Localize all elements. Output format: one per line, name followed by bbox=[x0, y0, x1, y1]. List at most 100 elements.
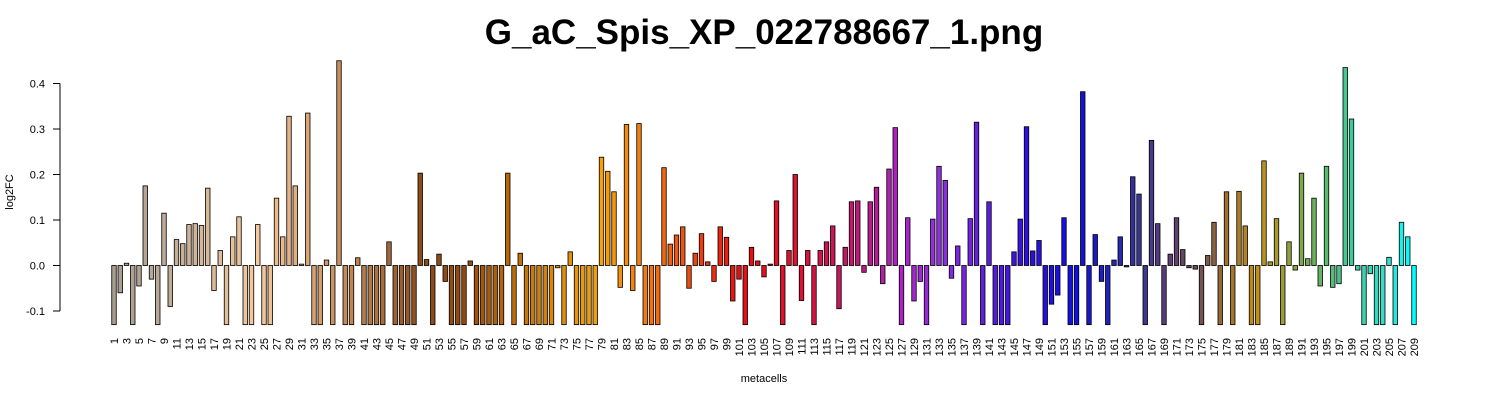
bar-185 bbox=[1261, 160, 1267, 266]
bar-174 bbox=[1192, 265, 1198, 270]
bar-163 bbox=[1123, 265, 1130, 268]
x-tick-label: 193 bbox=[1309, 338, 1321, 356]
bar-84 bbox=[630, 265, 636, 291]
bar-198 bbox=[1342, 67, 1348, 266]
bar-79 bbox=[598, 156, 605, 266]
bar-171 bbox=[1173, 217, 1180, 266]
bar-142 bbox=[992, 265, 998, 326]
x-tick-label: 169 bbox=[1159, 338, 1171, 356]
bar-199 bbox=[1348, 118, 1355, 266]
bar-175 bbox=[1198, 265, 1205, 326]
bar-75 bbox=[573, 265, 580, 326]
bar-19 bbox=[223, 265, 230, 326]
x-tick-label: 143 bbox=[997, 338, 1009, 356]
bar-153 bbox=[1061, 217, 1067, 266]
bar-194 bbox=[1317, 265, 1323, 287]
bar-94 bbox=[692, 252, 698, 266]
x-tick-label: 7 bbox=[147, 338, 159, 344]
bar-13 bbox=[186, 224, 192, 266]
x-tick-label: 35 bbox=[322, 338, 334, 350]
x-tick-label: 141 bbox=[984, 338, 996, 356]
bar-166 bbox=[1142, 265, 1148, 326]
bar-168 bbox=[1155, 223, 1161, 266]
bar-162 bbox=[1117, 236, 1123, 266]
bar-17 bbox=[211, 265, 217, 291]
bar-34 bbox=[317, 265, 323, 326]
x-tick-label: 95 bbox=[697, 338, 709, 350]
bar-74 bbox=[567, 251, 573, 266]
bar-128 bbox=[905, 217, 911, 266]
bar-140 bbox=[980, 265, 986, 326]
bar-95 bbox=[698, 233, 705, 266]
x-tick-label: 117 bbox=[834, 338, 846, 356]
x-tick-label: 183 bbox=[1247, 338, 1259, 356]
bar-89 bbox=[661, 167, 667, 266]
x-tick-label: 43 bbox=[372, 338, 384, 350]
bar-139 bbox=[973, 121, 980, 266]
bar-85 bbox=[636, 123, 642, 266]
x-tick-label: 133 bbox=[934, 338, 946, 356]
x-tick-label: 163 bbox=[1122, 338, 1134, 356]
x-tick-label: 157 bbox=[1084, 338, 1096, 356]
bar-200 bbox=[1355, 265, 1361, 271]
bar-190 bbox=[1292, 265, 1298, 271]
x-tick-label: 195 bbox=[1322, 338, 1334, 356]
bar-169 bbox=[1161, 265, 1167, 326]
bar-152 bbox=[1055, 265, 1061, 296]
bar-76 bbox=[580, 265, 586, 326]
bar-201 bbox=[1361, 265, 1367, 326]
bar-179 bbox=[1223, 191, 1230, 266]
bar-125 bbox=[886, 168, 892, 266]
bar-187 bbox=[1273, 218, 1280, 266]
x-tick-label: 41 bbox=[359, 338, 371, 350]
bar-67 bbox=[523, 265, 530, 326]
x-tick-label: 23 bbox=[247, 338, 259, 350]
x-tick-label: 137 bbox=[959, 338, 971, 356]
bar-86 bbox=[642, 265, 648, 326]
x-tick-label: 171 bbox=[1172, 338, 1184, 356]
x-tick-label: 197 bbox=[1334, 338, 1346, 356]
bar-27 bbox=[273, 197, 280, 266]
bar-105 bbox=[761, 265, 767, 278]
bar-110 bbox=[792, 174, 798, 266]
bar-164 bbox=[1130, 176, 1136, 266]
x-tick-label: 5 bbox=[134, 338, 146, 344]
bar-55 bbox=[448, 265, 455, 326]
x-tick-label: 57 bbox=[459, 338, 471, 350]
bar-59 bbox=[473, 265, 480, 326]
bar-172 bbox=[1180, 249, 1186, 266]
bar-33 bbox=[311, 265, 317, 326]
bar-20 bbox=[230, 236, 236, 266]
x-tick-label: 69 bbox=[534, 338, 546, 350]
bar-5 bbox=[136, 265, 142, 287]
y-tick-label: 0.0 bbox=[30, 261, 45, 273]
bar-160 bbox=[1105, 265, 1111, 326]
x-tick-label: 63 bbox=[497, 338, 509, 350]
bar-21 bbox=[236, 216, 242, 266]
x-tick-label: 29 bbox=[284, 338, 296, 350]
bar-176 bbox=[1205, 255, 1211, 266]
bar-8 bbox=[155, 265, 161, 326]
bar-120 bbox=[855, 200, 861, 266]
bar-143 bbox=[998, 265, 1005, 326]
x-tick-label: 119 bbox=[847, 338, 859, 356]
x-tick-label: 139 bbox=[972, 338, 984, 356]
bar-136 bbox=[955, 245, 961, 266]
bar-124 bbox=[880, 265, 886, 285]
x-tick-label: 125 bbox=[884, 338, 896, 356]
bar-65 bbox=[511, 265, 517, 326]
y-tick-label: 0.2 bbox=[30, 170, 45, 182]
bar-154 bbox=[1067, 265, 1073, 326]
bar-11 bbox=[173, 239, 180, 266]
x-tick-label: 21 bbox=[234, 338, 246, 350]
bar-158 bbox=[1092, 234, 1098, 266]
bar-197 bbox=[1336, 265, 1342, 285]
x-tick-label: 75 bbox=[572, 338, 584, 350]
x-tick-label: 77 bbox=[584, 338, 596, 350]
bar-31 bbox=[298, 263, 305, 266]
x-tick-label: 145 bbox=[1009, 338, 1021, 356]
x-tick-label: 37 bbox=[334, 338, 346, 350]
y-tick-label: -0.1 bbox=[26, 306, 45, 318]
bar-35 bbox=[323, 259, 330, 266]
x-tick-label: 149 bbox=[1034, 338, 1046, 356]
